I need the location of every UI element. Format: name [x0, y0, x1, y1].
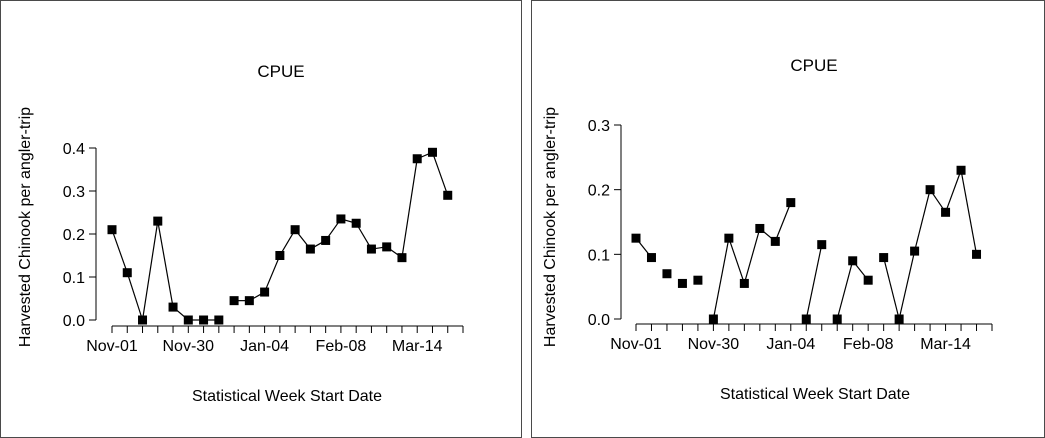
x-axis-label: Statistical Week Start Date [192, 388, 382, 405]
y-axis-label: Harvested Chinook per angler-trip [542, 107, 559, 347]
x-tick-label: Feb-08 [843, 336, 894, 353]
data-point [427, 147, 437, 157]
data-point [739, 278, 749, 288]
y-tick-label: 0.0 [63, 313, 85, 330]
data-point [817, 240, 827, 250]
x-axis-label: Statistical Week Start Date [720, 386, 910, 403]
data-point [677, 278, 687, 288]
series-line-segment [728, 237, 745, 284]
data-point [305, 244, 315, 254]
series-line-segment [157, 220, 174, 308]
series-line-segment [401, 158, 418, 258]
y-tick-label: 0.1 [63, 270, 85, 287]
series-line-segment [883, 257, 900, 320]
panel-gap [522, 0, 531, 438]
y-tick-label: 0.4 [63, 141, 85, 158]
series-line-segment [774, 202, 792, 242]
data-point [183, 315, 193, 325]
data-point [832, 314, 842, 324]
data-point [214, 315, 224, 325]
chart-title: CPUE [257, 62, 304, 81]
data-point [941, 207, 951, 217]
data-point [122, 268, 132, 278]
data-point [910, 246, 920, 256]
series-line-segment [914, 189, 931, 252]
chart-title: CPUE [790, 56, 837, 75]
data-point [956, 165, 966, 175]
series-line-segment [126, 272, 144, 321]
data-point [925, 185, 935, 195]
x-tick-label: Mar-14 [920, 336, 971, 353]
data-point [972, 249, 982, 259]
data-point [863, 275, 873, 285]
x-tick-label: Nov-01 [610, 336, 662, 353]
data-point [801, 314, 811, 324]
data-point [351, 218, 361, 228]
data-point [199, 315, 209, 325]
data-point [646, 253, 656, 263]
y-tick-label: 0.3 [63, 184, 85, 201]
y-tick-label: 0.2 [63, 227, 85, 244]
cpue-chart-right: CPUE Statistical Week Start Date Harvest… [542, 56, 993, 403]
x-tick-label: Jan-04 [766, 336, 815, 353]
data-point [724, 233, 734, 243]
data-point [290, 225, 300, 235]
data-point [397, 253, 407, 263]
x-tick-label: Nov-01 [86, 338, 138, 355]
x-tick-label: Nov-30 [163, 338, 215, 355]
data-point [879, 253, 889, 263]
data-point [168, 302, 178, 312]
series-line-segment [712, 238, 730, 320]
y-axis-label: Harvested Chinook per angler-trip [17, 107, 34, 347]
data-point [138, 315, 148, 325]
x-tick-label: Jan-04 [240, 338, 289, 355]
series-line-segment [431, 152, 449, 196]
data-point [848, 256, 858, 266]
data-point [107, 225, 117, 235]
series-line-segment [743, 228, 761, 284]
series-line-segment [805, 244, 823, 320]
data-point [894, 314, 904, 324]
series-line-segment [264, 255, 281, 293]
series-line-segment [836, 260, 854, 320]
data-point [321, 235, 331, 245]
x-tick-label: Nov-30 [688, 336, 740, 353]
data-point [443, 190, 453, 200]
series-line-segment [111, 229, 128, 273]
data-point [786, 198, 796, 208]
data-point [412, 154, 422, 164]
y-tick-label: 0.0 [588, 312, 610, 329]
data-point [366, 244, 376, 254]
chart-panel-right: CPUE Statistical Week Start Date Harvest… [531, 0, 1045, 438]
data-point [708, 314, 718, 324]
data-point [260, 287, 270, 297]
y-tick-label: 0.3 [588, 118, 610, 135]
y-tick-label: 0.1 [588, 247, 610, 264]
chart-panel-left: CPUE Statistical Week Start Date Harvest… [0, 0, 522, 438]
series-line-segment [945, 170, 962, 213]
series-line-segment [898, 250, 916, 320]
x-tick-label: Feb-08 [316, 338, 367, 355]
data-point [229, 296, 239, 306]
data-point [275, 251, 285, 260]
data-point [693, 275, 703, 285]
cpue-chart-left: CPUE Statistical Week Start Date Harvest… [17, 62, 464, 405]
data-point [244, 296, 254, 306]
data-point [382, 242, 392, 252]
data-point [153, 216, 163, 226]
x-tick-label: Mar-14 [392, 338, 443, 355]
y-tick-label: 0.2 [588, 183, 610, 200]
data-point [631, 233, 641, 243]
data-point [662, 269, 672, 279]
series-line-segment [141, 221, 159, 321]
data-point [336, 214, 346, 224]
data-point [770, 236, 780, 246]
data-point [755, 223, 765, 233]
series-line-segment [960, 170, 978, 255]
